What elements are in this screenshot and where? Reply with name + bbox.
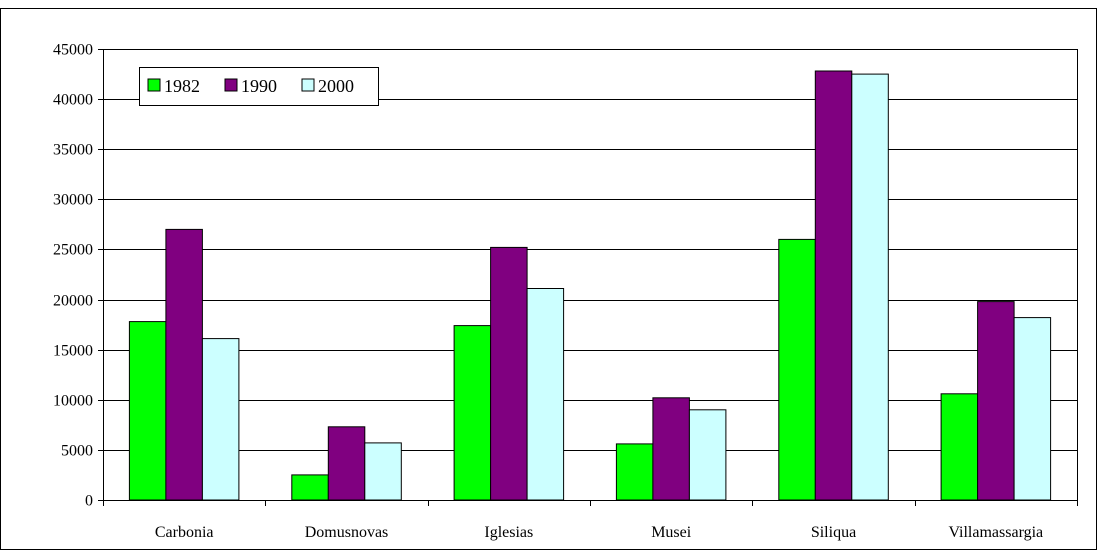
legend-label-1982: 1982	[164, 76, 200, 96]
bar-siliqua-2000	[851, 73, 889, 501]
bar-carbonia-1990	[165, 228, 203, 501]
bar-musei-2000	[688, 409, 727, 501]
legend-swatch-2000	[301, 78, 315, 92]
bar-musei-1990	[652, 397, 690, 501]
legend: 1982 1990 2000	[139, 67, 379, 106]
x-tick-label: Villamassargia	[948, 524, 1043, 541]
x-tick-label: Carbonia	[155, 524, 214, 541]
legend-box	[139, 67, 379, 106]
bar-carbonia-2000	[201, 338, 240, 501]
y-tick-label: 15000	[53, 343, 93, 360]
x-tick-label: Domusnovas	[305, 524, 389, 541]
bar-domusnovas-1990	[327, 426, 366, 501]
legend-swatch-1990	[224, 78, 238, 92]
legend-swatch-1982	[147, 78, 161, 92]
gridlines	[103, 49, 1077, 451]
bar-domusnovas-2000	[364, 442, 402, 501]
x-tick-label: Siliqua	[811, 524, 856, 541]
y-tick-label: 25000	[53, 242, 93, 259]
bar-siliqua-1990	[814, 70, 853, 501]
y-tick-label: 40000	[53, 92, 93, 109]
bar-iglesias-2000	[526, 288, 565, 501]
bar-villamassargia-2000	[1013, 317, 1052, 501]
y-tick-label: 45000	[53, 42, 93, 59]
x-tick-label: Musei	[651, 524, 692, 541]
bar-carbonia-1982	[128, 321, 167, 501]
y-tick-label: 20000	[53, 293, 93, 310]
bar-villamassargia-1982	[940, 393, 979, 501]
y-tick-label: 30000	[53, 192, 93, 209]
y-tick-label: 5000	[61, 443, 93, 460]
plot-area-border	[103, 49, 1078, 501]
y-tick-label: 0	[85, 493, 93, 510]
x-tick-label: Iglesias	[484, 524, 533, 541]
bar-musei-1982	[615, 443, 654, 501]
y-tick-label: 35000	[53, 142, 93, 159]
y-tick-label: 10000	[53, 393, 93, 410]
legend-label-2000: 2000	[318, 76, 354, 96]
bar-siliqua-1982	[778, 238, 816, 501]
bar-domusnovas-1982	[291, 474, 329, 501]
legend-label-1990: 1990	[241, 76, 277, 96]
bar-villamassargia-1990	[977, 301, 1015, 501]
bars	[128, 70, 1052, 501]
bar-iglesias-1982	[453, 325, 492, 501]
axes: 0 5000 10000 15000 20000 25000 30000 35000 40000…	[53, 42, 1078, 541]
bar-iglesias-1990	[490, 246, 528, 501]
